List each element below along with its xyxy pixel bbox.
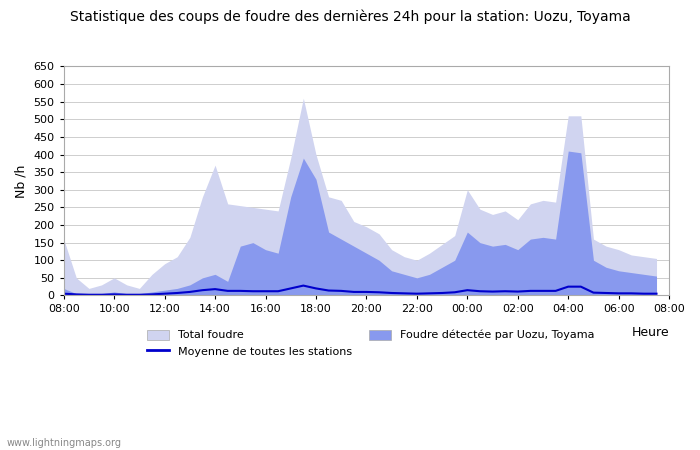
Legend: Total foudre, Moyenne de toutes les stations, Foudre détectée par Uozu, Toyama: Total foudre, Moyenne de toutes les stat… — [142, 325, 598, 361]
Text: Heure: Heure — [631, 326, 669, 339]
Text: www.lightningmaps.org: www.lightningmaps.org — [7, 438, 122, 448]
Y-axis label: Nb /h: Nb /h — [15, 164, 28, 198]
Text: Statistique des coups de foudre des dernières 24h pour la station: Uozu, Toyama: Statistique des coups de foudre des dern… — [69, 9, 631, 23]
